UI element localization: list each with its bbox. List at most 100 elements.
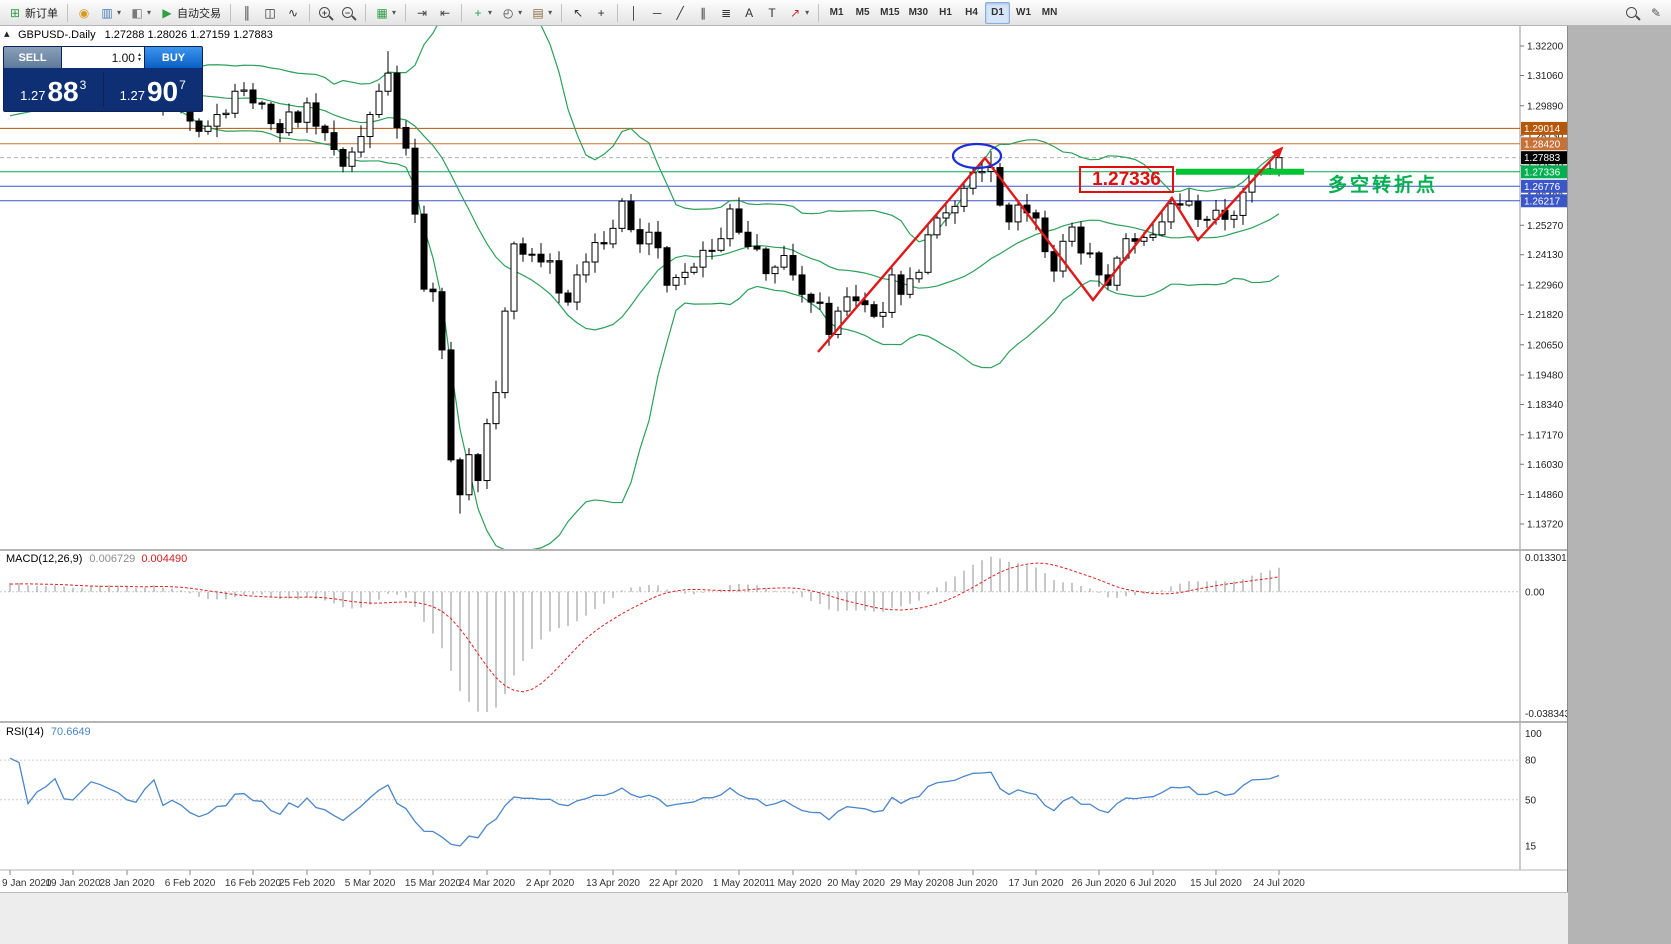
date-tick-label: 13 Apr 2020 (586, 878, 640, 889)
price-tag: 1.26776 (1524, 182, 1561, 193)
date-tick-label: 22 Apr 2020 (649, 878, 703, 889)
timeframe-d1-button[interactable]: D1 (985, 1, 1011, 24)
add-indicator-button[interactable]: + ▾ (467, 2, 496, 24)
tile-windows-icon: ▦ (376, 5, 388, 20)
price-tick-label: 1.20650 (1527, 340, 1564, 351)
horizontal-line-icon: ─ (652, 5, 662, 20)
toolbar-separator (309, 3, 311, 22)
bar-chart-button[interactable]: ║ (236, 2, 258, 24)
main-toolbar: ⊞ 新订单 ◉ ▥ ▾ ◧ ▾ ▶ 自动交易 ║ ◫ ∿ + − ▦ ▾ ⇥ ⇤ + ▾ ◴ ▾ ▤ ▾ ↖ + │ ─ ╱ ∥ ≣ A T ↗ ▾… (0, 0, 1671, 26)
search-icon (1626, 7, 1637, 18)
price-tick-label: 1.19480 (1527, 371, 1564, 382)
price-tick-label: 1.29890 (1527, 101, 1564, 112)
macd-label: MACD(12,26,9) 0.006729 0.004490 (6, 553, 187, 565)
volume-value: 1.00 (111, 50, 135, 65)
buy-price-point: 7 (179, 78, 186, 92)
price-tick-label: 1.22960 (1527, 281, 1564, 292)
timeframe-m15-button[interactable]: M15 (876, 2, 903, 24)
new-order-button[interactable]: ⊞ 新订单 (4, 2, 62, 24)
line-chart-button[interactable]: ∿ (282, 2, 304, 24)
fibonacci-button[interactable]: ≣ (715, 2, 737, 24)
date-tick-label: 11 May 2020 (764, 878, 822, 889)
add-indicator-icon: + (474, 5, 482, 20)
turning-point-note[interactable]: 多空转折点 (1328, 175, 1439, 196)
macd-signal-value: 0.004490 (141, 553, 188, 565)
autotrading-button-label: 自动交易 (177, 7, 222, 20)
timeframe-m1-button[interactable]: M1 (824, 2, 849, 24)
text-button[interactable]: A (738, 2, 760, 24)
new-chart-button[interactable]: ▥ ▾ (96, 2, 125, 24)
zoom-in-icon: + (319, 7, 331, 18)
date-tick-label: 24 Jul 2020 (1253, 878, 1305, 889)
volume-up-icon[interactable]: ▴ (137, 51, 141, 58)
timeframe-mn-button[interactable]: MN (1037, 2, 1062, 24)
macd-main-value: 0.006729 (89, 553, 136, 565)
search-button[interactable] (1622, 2, 1644, 24)
price-divider (102, 72, 104, 107)
periods-clock-icon: ◴ (502, 5, 514, 20)
volume-field[interactable]: 1.00 ▴ ▾ (62, 47, 144, 68)
toolbar-separator (561, 3, 563, 22)
price-tag: 1.29014 (1524, 124, 1561, 135)
timeframe-h4-button[interactable]: H4 (959, 2, 984, 24)
zoom-in-button[interactable]: + (315, 2, 337, 24)
price-note-annotation[interactable]: 1.27336 (1079, 166, 1174, 193)
volume-down-icon[interactable]: ▾ (137, 56, 141, 63)
zoom-out-button[interactable]: − (338, 2, 360, 24)
trendline-button[interactable]: ╱ (669, 2, 691, 24)
macd-axis-label: 0.013301 (1525, 553, 1567, 564)
text-label-button[interactable]: T (761, 2, 783, 24)
auto-scroll-button[interactable]: ⇥ (411, 2, 433, 24)
timeframe-h1-button[interactable]: H1 (933, 2, 958, 24)
buy-button[interactable]: BUY (144, 47, 202, 68)
autotrading-button[interactable]: ▶ 自动交易 (156, 2, 225, 24)
sound-icon: ◉ (78, 5, 90, 20)
zoom-out-icon: − (342, 7, 354, 18)
chart-shift-button[interactable]: ⇤ (434, 2, 456, 24)
volume-stepper[interactable]: ▴ ▾ (137, 51, 141, 63)
price-tick-label: 1.21820 (1527, 310, 1564, 321)
dropdown-caret-icon: ▾ (392, 8, 397, 17)
dropdown-caret-icon: ▾ (805, 8, 810, 17)
edit-button[interactable]: ✎ (1645, 2, 1667, 24)
chart-title: GBPUSD-.Daily 1.27288 1.28026 1.27159 1.2… (18, 29, 273, 41)
buy-price[interactable]: 1.27 90 7 (104, 68, 203, 111)
toolbar-separator (617, 3, 619, 22)
date-tick-label: 15 Jul 2020 (1190, 878, 1242, 889)
price-tick-label: 1.16030 (1527, 460, 1564, 471)
sell-button[interactable]: SELL (4, 47, 62, 68)
new-order-button-label: 新订单 (25, 7, 58, 20)
rsi-axis-label: 80 (1525, 756, 1537, 767)
channel-button[interactable]: ∥ (692, 2, 714, 24)
macd-name: MACD(12,26,9) (6, 553, 83, 565)
sell-price[interactable]: 1.27 88 3 (4, 68, 103, 111)
price-tags-layer: 1.29014 1.28420 1.27336 1.26776 1.26217 1.278… (1521, 121, 1567, 208)
profiles-icon: ◧ (131, 5, 143, 20)
cursor-icon: ↖ (573, 5, 584, 20)
timeframe-m30-button[interactable]: M30 (905, 2, 932, 24)
sound-button[interactable]: ◉ (73, 2, 95, 24)
bollinger-layer (9, 26, 1280, 551)
rsi-axis-label: 50 (1525, 795, 1537, 806)
periods-button[interactable]: ◴ ▾ (497, 2, 526, 24)
candlestick-chart-button[interactable]: ◫ (259, 2, 281, 24)
price-tick-label: 1.17170 (1527, 430, 1564, 441)
arrows-button[interactable]: ↗ ▾ (784, 2, 813, 24)
timeframe-w1-button[interactable]: W1 (1011, 2, 1036, 24)
date-tick-label: 6 Feb 2020 (165, 878, 216, 889)
profiles-button[interactable]: ◧ ▾ (126, 2, 155, 24)
timeframe-m5-button[interactable]: M5 (850, 2, 875, 24)
vertical-line-button[interactable]: │ (623, 2, 645, 24)
cursor-button[interactable]: ↖ (567, 2, 589, 24)
price-tick-label: 1.25270 (1527, 221, 1564, 232)
date-tick-label: 16 Feb 2020 (225, 878, 282, 889)
dropdown-caret-icon: ▾ (488, 8, 493, 17)
horizontal-line-button[interactable]: ─ (646, 2, 668, 24)
crosshair-button[interactable]: + (590, 2, 612, 24)
tile-windows-button[interactable]: ▦ ▾ (371, 2, 400, 24)
price-chart[interactable]: 1.322001.310601.298901.287301.275701.264… (0, 26, 1568, 892)
templates-button[interactable]: ▤ ▾ (527, 2, 556, 24)
one-click-collapse-button[interactable]: ▴ (4, 28, 10, 40)
new-order-icon: ⊞ (9, 5, 21, 20)
dropdown-caret-icon: ▾ (147, 8, 152, 17)
